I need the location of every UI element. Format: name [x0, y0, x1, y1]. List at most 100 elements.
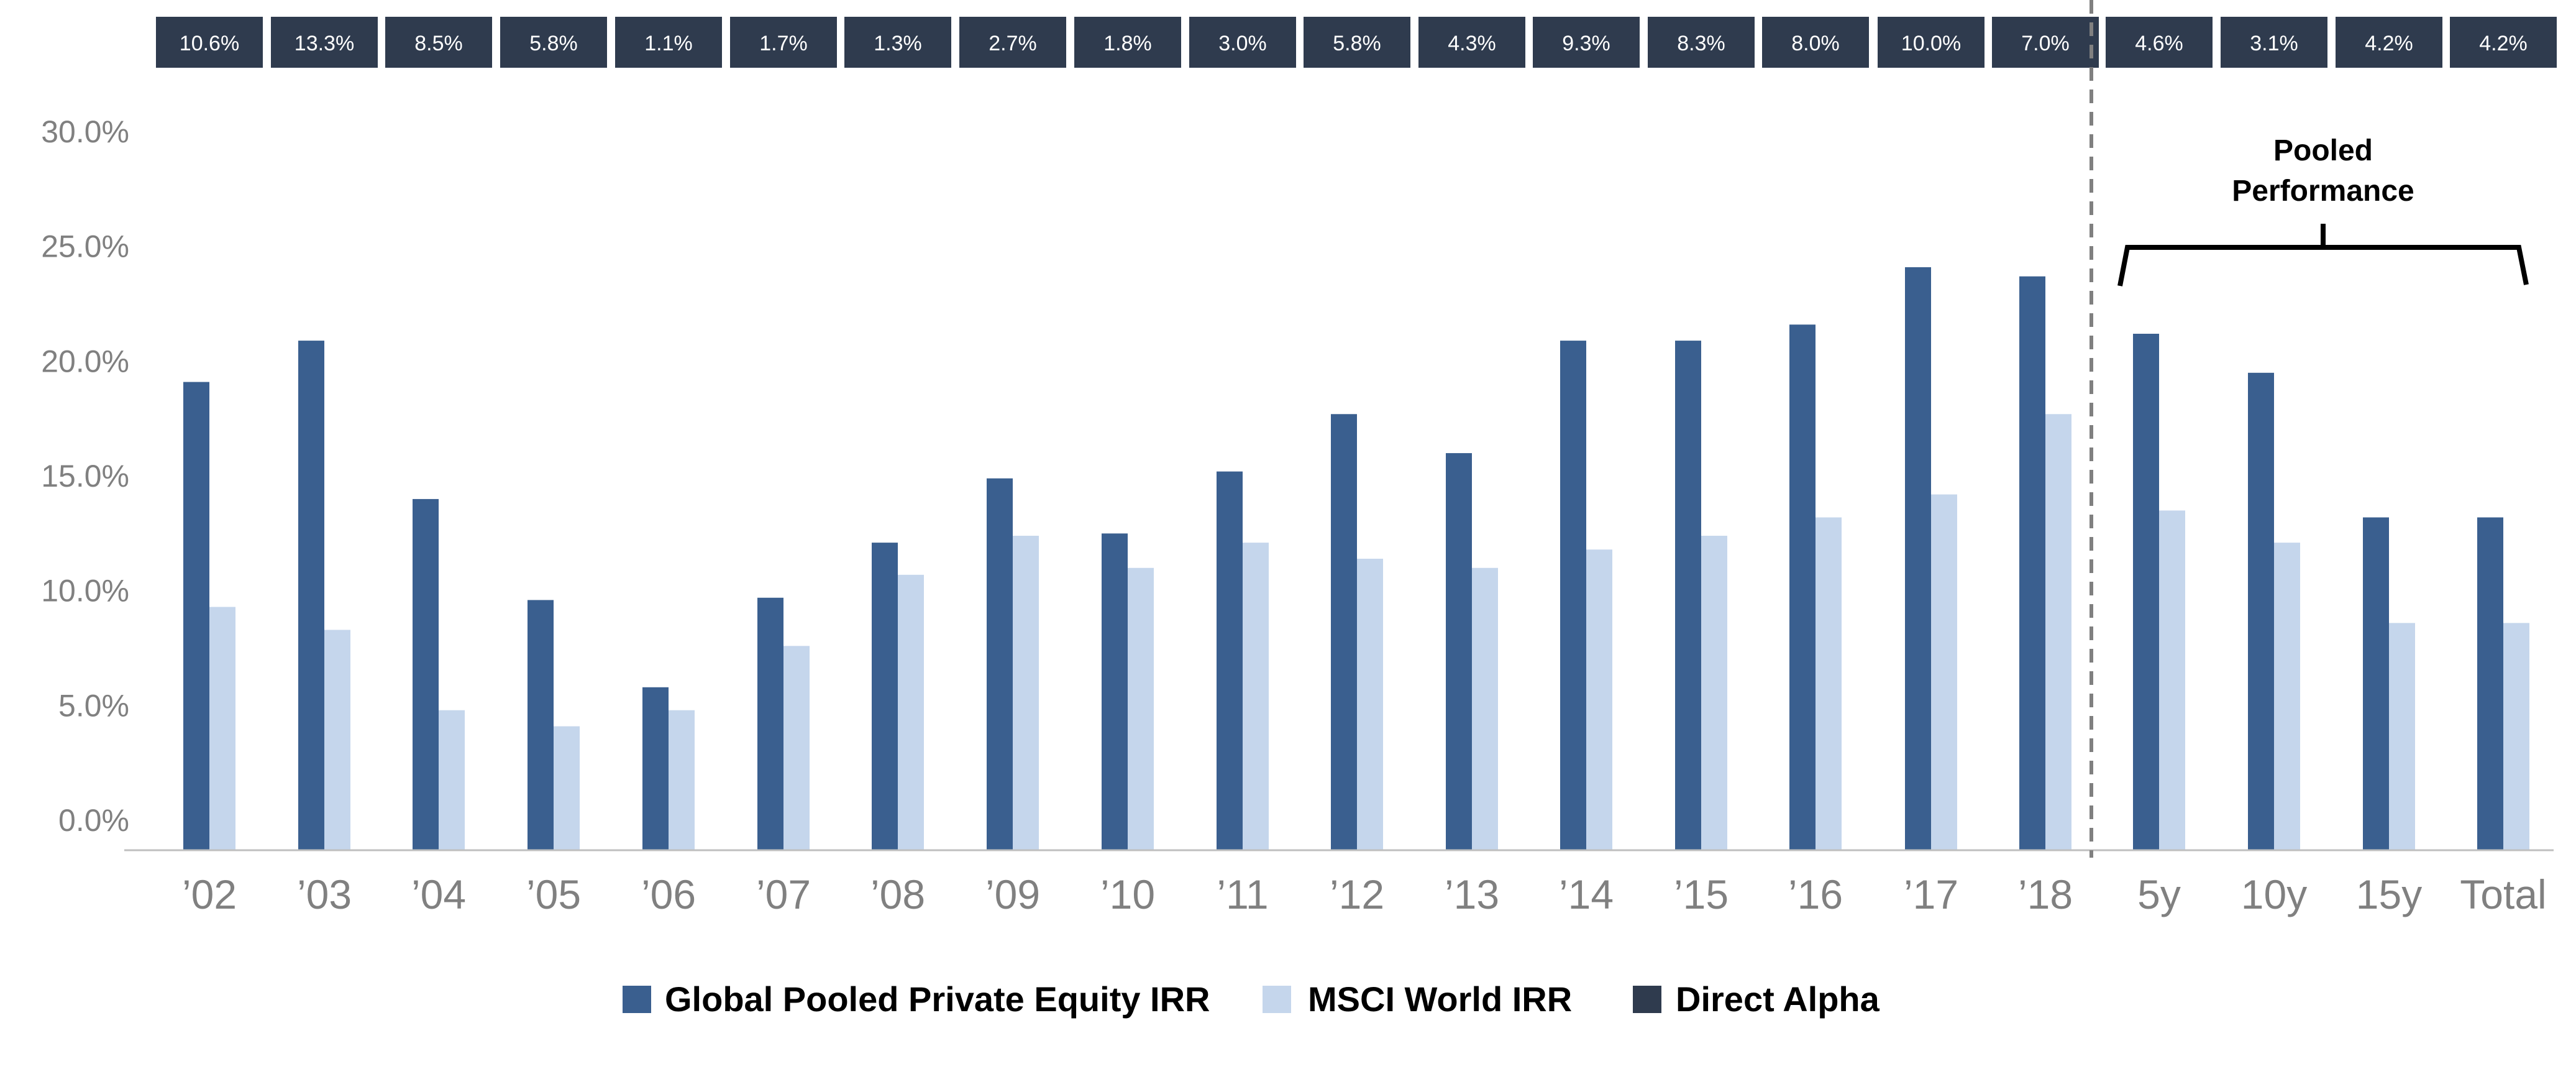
- y-tick-label: 0.0%: [58, 803, 129, 838]
- direct-alpha-value: 4.3%: [1448, 32, 1496, 55]
- y-tick-label: 20.0%: [41, 344, 129, 379]
- bars: [183, 267, 2529, 850]
- x-tick-label: ’05: [526, 871, 581, 917]
- bar-private-equity: [872, 543, 898, 850]
- legend-swatch: [623, 986, 651, 1013]
- direct-alpha-box: [2336, 17, 2442, 68]
- x-tick-label: ’17: [1904, 871, 1958, 917]
- bar-private-equity: [2019, 276, 2045, 850]
- bar-msci-world: [439, 710, 465, 850]
- legend-swatch: [1633, 986, 1661, 1013]
- direct-alpha-box: [1418, 17, 1525, 68]
- bar-private-equity: [1102, 533, 1128, 850]
- bar-msci-world: [1816, 517, 1842, 850]
- direct-alpha-box: [2450, 17, 2557, 68]
- direct-alpha-value: 2.7%: [989, 32, 1037, 55]
- bar-private-equity: [757, 597, 783, 850]
- direct-alpha-box: [1304, 17, 1410, 68]
- direct-alpha-box: [1878, 17, 1985, 68]
- bracket-label-line1: Pooled: [2273, 134, 2373, 167]
- legend-label: MSCI World IRR: [1308, 980, 1572, 1019]
- x-tick-label: 15y: [2356, 871, 2422, 917]
- y-tick-label: 30.0%: [41, 114, 129, 149]
- bar-private-equity: [298, 341, 324, 850]
- bar-msci-world: [2159, 510, 2185, 850]
- x-tick-label: ’03: [297, 871, 352, 917]
- legend-swatch: [1263, 986, 1291, 1013]
- x-axis-labels: ’02 ’03 ’04 ’05 ’06 ’07 ’08 ’09 ’10 ’11 ’12 ’13 ’14 ’…: [182, 871, 2547, 917]
- y-tick-label: 10.0%: [41, 574, 129, 608]
- pooled-performance-bracket: Pooled Performance: [2117, 134, 2529, 287]
- direct-alpha-value: 3.1%: [2250, 32, 2298, 55]
- direct-alpha-value: 7.0%: [2021, 32, 2070, 55]
- x-tick-label: ’06: [641, 871, 696, 917]
- x-tick-label: 10y: [2241, 871, 2307, 917]
- direct-alpha-value: 10.6%: [180, 32, 239, 55]
- bar-msci-world: [2274, 543, 2300, 850]
- bar-private-equity: [2477, 517, 2503, 850]
- bar-private-equity: [2363, 517, 2389, 850]
- bar-msci-world: [554, 726, 580, 850]
- direct-alpha-box: [2106, 17, 2213, 68]
- direct-alpha-value: 1.7%: [759, 32, 808, 55]
- direct-alpha-value: 1.8%: [1103, 32, 1152, 55]
- x-tick-label: ’11: [1217, 871, 1268, 917]
- bar-msci-world: [1701, 536, 1727, 850]
- bar-msci-world: [1128, 567, 1154, 850]
- direct-alpha-box: [1189, 17, 1296, 68]
- bar-msci-world: [1243, 543, 1269, 850]
- bar-private-equity: [528, 600, 554, 850]
- bar-private-equity: [1331, 414, 1357, 850]
- bar-private-equity: [642, 687, 669, 850]
- direct-alpha-value: 8.5%: [414, 32, 463, 55]
- direct-alpha-box: [2221, 17, 2327, 68]
- direct-alpha-value: 4.2%: [2479, 32, 2528, 55]
- x-tick-label: ’02: [182, 871, 237, 917]
- bar-msci-world: [1931, 494, 1957, 850]
- bar-msci-world: [1013, 536, 1039, 850]
- direct-alpha-value: 1.1%: [644, 32, 693, 55]
- bar-private-equity: [1217, 471, 1243, 850]
- bar-private-equity: [1446, 453, 1472, 850]
- direct-alpha-value: 8.0%: [1791, 32, 1840, 55]
- x-tick-label: ’09: [985, 871, 1040, 917]
- bar-private-equity: [183, 382, 209, 850]
- bar-private-equity: [413, 498, 439, 850]
- direct-alpha-value: 3.0%: [1218, 32, 1267, 55]
- x-tick-label: ’13: [1445, 871, 1499, 917]
- bar-msci-world: [2389, 623, 2415, 850]
- direct-alpha-box: [1074, 17, 1181, 68]
- direct-alpha-box: [1648, 17, 1755, 68]
- x-tick-label: ’12: [1330, 871, 1384, 917]
- x-tick-label: ’10: [1100, 871, 1155, 917]
- bar-msci-world: [2503, 623, 2529, 850]
- legend-label: Direct Alpha: [1676, 980, 1880, 1019]
- bar-private-equity: [1675, 341, 1701, 850]
- direct-alpha-value: 5.8%: [529, 32, 578, 55]
- direct-alpha-box: [1533, 17, 1640, 68]
- direct-alpha-box: [385, 17, 492, 68]
- bar-private-equity: [1905, 267, 1931, 850]
- y-tick-label: 15.0%: [41, 459, 129, 493]
- x-tick-label: ’08: [870, 871, 925, 917]
- bar-msci-world: [898, 574, 924, 850]
- y-tick-label: 25.0%: [41, 229, 129, 264]
- bar-msci-world: [783, 646, 810, 850]
- bar-msci-world: [669, 710, 695, 850]
- y-axis: 0.0% 5.0% 10.0% 15.0% 20.0% 25.0% 30.0%: [41, 114, 129, 838]
- x-tick-label: ’04: [411, 871, 466, 917]
- direct-alpha-value: 10.0%: [1901, 32, 1961, 55]
- direct-alpha-value: 13.3%: [295, 32, 354, 55]
- y-tick-label: 5.0%: [58, 688, 129, 723]
- x-tick-label: ’16: [1788, 871, 1843, 917]
- x-tick-label: ’15: [1674, 871, 1729, 917]
- bar-private-equity: [1560, 341, 1586, 850]
- bar-msci-world: [2045, 414, 2071, 850]
- bar-msci-world: [1357, 558, 1383, 850]
- bar-msci-world: [324, 630, 350, 850]
- direct-alpha-value: 4.2%: [2365, 32, 2413, 55]
- x-tick-label: ’18: [2018, 871, 2073, 917]
- bar-private-equity: [1789, 324, 1816, 850]
- direct-alpha-row: 10.6% 13.3% 8.5% 5.8% 1.1% 1.7% 1.3% 2.7% 1.8% 3.…: [156, 17, 2557, 68]
